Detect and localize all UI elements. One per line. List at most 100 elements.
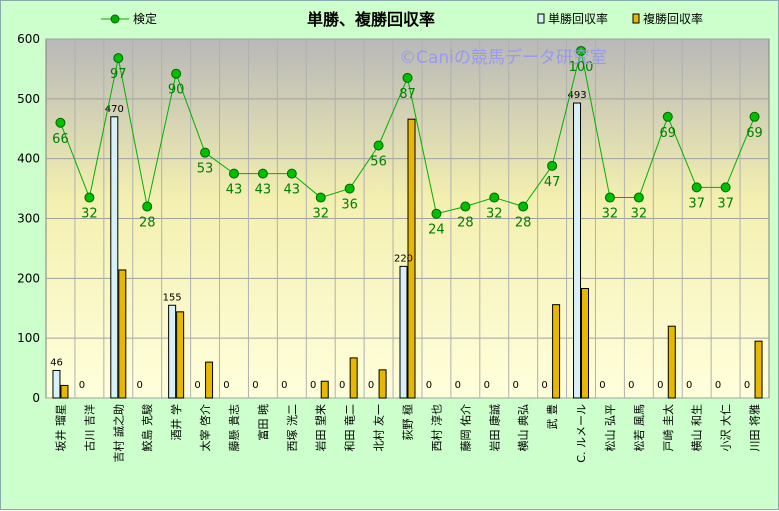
bar-fukusho xyxy=(552,304,561,399)
category-label: 松山 弘平 xyxy=(603,404,617,452)
category-label: 和田 竜二 xyxy=(343,404,357,452)
bar-tansho-label: 0 xyxy=(79,380,85,391)
category-label: 西塚 洸二 xyxy=(285,404,299,452)
bar-tansho-label: 0 xyxy=(426,380,432,391)
category-label: 小沢 大仁 xyxy=(719,404,733,452)
bar-tansho-label: 0 xyxy=(339,380,345,391)
kentei-point xyxy=(431,208,442,219)
kentei-label: 100 xyxy=(569,60,594,75)
bar-tansho-label: 0 xyxy=(281,380,287,391)
bar-tansho-label: 0 xyxy=(137,380,143,391)
kentei-point xyxy=(402,72,413,83)
kentei-point xyxy=(460,201,471,212)
y-tick-label: 100 xyxy=(17,331,40,345)
kentei-label: 90 xyxy=(168,83,185,98)
bar-tansho xyxy=(573,102,582,399)
kentei-label: 69 xyxy=(746,126,763,141)
bar-tansho-label: 0 xyxy=(686,380,692,391)
bar-fukusho xyxy=(754,340,763,399)
category-label: 横山 和生 xyxy=(690,404,704,452)
bar-tansho-label: 0 xyxy=(599,380,605,391)
kentei-point xyxy=(228,168,239,179)
kentei-label: 53 xyxy=(197,162,214,177)
bar-fukusho xyxy=(118,269,127,399)
kentei-label: 32 xyxy=(81,207,98,222)
kentei-point xyxy=(691,182,702,193)
y-tick-label: 400 xyxy=(17,152,40,166)
category-label: 鮫島 克駿 xyxy=(140,404,154,452)
legend-label-fukusho: 複勝回収率 xyxy=(643,11,703,26)
kentei-point xyxy=(171,68,182,79)
category-label: 西村 淳也 xyxy=(429,404,443,452)
bar-tansho-label: 0 xyxy=(715,380,721,391)
bar-tansho-label: 220 xyxy=(394,253,413,264)
kentei-point xyxy=(113,53,124,64)
kentei-point xyxy=(749,111,760,122)
bar-tansho-label: 0 xyxy=(194,380,200,391)
kentei-label: 32 xyxy=(312,207,329,222)
kentei-point xyxy=(84,192,95,203)
legend-label-tansho: 単勝回収率 xyxy=(548,11,608,26)
kentei-point xyxy=(576,45,587,56)
category-label: 横山 典弘 xyxy=(516,404,530,452)
category-label: 北村 友一 xyxy=(372,404,386,452)
chart-title: 単勝、複勝回収率 xyxy=(307,10,435,29)
bar-tansho-label: 0 xyxy=(223,380,229,391)
kentei-point xyxy=(662,111,673,122)
kentei-label: 47 xyxy=(544,175,561,190)
bar-tansho-label: 155 xyxy=(163,292,182,303)
category-label: 太宰 啓介 xyxy=(198,404,212,452)
category-label: 岩田 望来 xyxy=(314,404,328,452)
category-label: 藤岡 佑介 xyxy=(458,404,472,452)
y-tick-label: 600 xyxy=(17,32,40,46)
kentei-point xyxy=(720,182,731,193)
y-tick-label: 500 xyxy=(17,92,40,106)
bar-fukusho xyxy=(176,311,185,399)
category-label: 古川 吉洋 xyxy=(82,404,96,452)
bar-tansho-label: 0 xyxy=(310,380,316,391)
kentei-label: 43 xyxy=(284,183,301,198)
kentei-label: 32 xyxy=(602,207,619,222)
kentei-point xyxy=(257,168,268,179)
bar-tansho-label: 493 xyxy=(567,90,586,101)
kentei-point xyxy=(142,201,153,212)
kentei-point xyxy=(286,168,297,179)
bar-fukusho xyxy=(60,384,69,399)
y-tick-label: 0 xyxy=(32,391,40,405)
bar-fukusho xyxy=(320,380,329,399)
kentei-label: 87 xyxy=(399,87,416,102)
legend: 検定 単勝回収率 複勝回収率 xyxy=(101,11,703,26)
bar-tansho-label: 470 xyxy=(105,104,124,115)
kentei-point xyxy=(489,192,500,203)
bar-tansho xyxy=(168,304,177,399)
category-label: C. ルメール xyxy=(575,404,588,463)
kentei-label: 43 xyxy=(255,183,272,198)
category-label: 藤懸 貴志 xyxy=(227,404,241,452)
kentei-label: 28 xyxy=(139,216,156,231)
category-label: 川田 将雅 xyxy=(748,404,762,452)
category-label: 荻野 極 xyxy=(401,404,415,441)
bar-tansho-label: 0 xyxy=(512,380,518,391)
kentei-label: 56 xyxy=(370,155,387,170)
category-label: 松若 風馬 xyxy=(632,404,646,452)
category-label: 岩田 康誠 xyxy=(487,404,501,452)
bar-tansho-label: 0 xyxy=(484,380,490,391)
kentei-point xyxy=(547,160,558,171)
kentei-label: 28 xyxy=(515,216,532,231)
category-label: 武 豊 xyxy=(546,404,559,430)
kentei-label: 37 xyxy=(688,196,705,211)
bar-tansho-label: 0 xyxy=(252,380,258,391)
kentei-point xyxy=(604,192,615,203)
legend-swatch-fukusho xyxy=(632,13,640,24)
kentei-point xyxy=(200,147,211,158)
bar-tansho-label: 0 xyxy=(455,380,461,391)
kentei-label: 36 xyxy=(341,198,358,213)
legend-label-kentei: 検定 xyxy=(133,11,157,26)
bar-fukusho xyxy=(667,325,676,399)
category-label: 吉村 誠之助 xyxy=(111,404,125,463)
bar-tansho-label: 0 xyxy=(628,380,634,391)
category-label: 酒井 学 xyxy=(169,404,183,441)
bar-fukusho xyxy=(407,118,416,399)
kentei-point xyxy=(373,140,384,151)
